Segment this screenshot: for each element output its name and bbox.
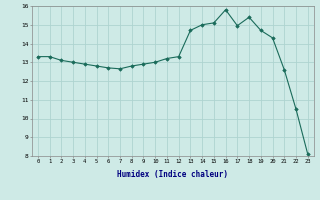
X-axis label: Humidex (Indice chaleur): Humidex (Indice chaleur) [117, 170, 228, 179]
